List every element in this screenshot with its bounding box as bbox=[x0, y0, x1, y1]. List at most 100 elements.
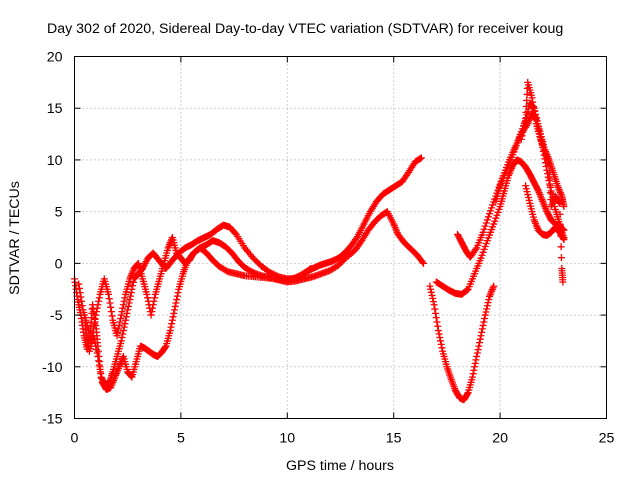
data-point bbox=[76, 289, 84, 297]
data-point bbox=[148, 308, 156, 316]
data-point bbox=[484, 299, 492, 307]
data-point bbox=[556, 221, 564, 229]
data-point bbox=[97, 370, 105, 378]
data-point bbox=[117, 315, 125, 323]
data-points bbox=[71, 78, 568, 404]
data-point bbox=[478, 325, 486, 333]
data-point bbox=[149, 301, 157, 309]
series-track-d bbox=[426, 282, 498, 404]
data-point bbox=[78, 297, 86, 305]
data-point bbox=[118, 333, 126, 341]
series-track-h bbox=[522, 182, 568, 244]
data-point bbox=[474, 346, 482, 354]
data-point bbox=[555, 198, 563, 206]
data-point bbox=[521, 118, 529, 126]
data-point bbox=[434, 322, 442, 330]
data-point bbox=[472, 356, 480, 364]
data-point bbox=[173, 292, 181, 300]
data-point bbox=[428, 291, 436, 299]
x-tick-label: 10 bbox=[279, 431, 295, 447]
data-point bbox=[124, 302, 132, 310]
data-point bbox=[530, 107, 538, 115]
data-point bbox=[168, 316, 176, 324]
data-point bbox=[129, 278, 137, 286]
y-tick-labels: -15 -10 -5 0 5 10 15 20 bbox=[42, 50, 63, 428]
data-point bbox=[432, 309, 440, 317]
data-point bbox=[476, 335, 484, 343]
data-point bbox=[92, 342, 100, 350]
data-point bbox=[528, 94, 536, 102]
data-point bbox=[144, 294, 152, 302]
data-point bbox=[522, 109, 530, 117]
data-point bbox=[105, 290, 113, 298]
y-tick-label: -5 bbox=[50, 308, 63, 324]
data-point bbox=[429, 298, 437, 306]
data-point bbox=[151, 294, 159, 302]
data-point bbox=[143, 290, 151, 298]
data-point bbox=[523, 96, 531, 104]
data-point bbox=[127, 289, 135, 297]
y-tick-label: 15 bbox=[47, 101, 63, 117]
data-point bbox=[557, 232, 565, 240]
data-point bbox=[147, 311, 155, 319]
data-point bbox=[83, 330, 91, 338]
data-point bbox=[419, 259, 427, 267]
data-point bbox=[117, 311, 125, 319]
data-point bbox=[433, 318, 441, 326]
data-point bbox=[545, 177, 553, 185]
data-point bbox=[478, 328, 486, 336]
data-point bbox=[545, 168, 553, 176]
data-point bbox=[480, 318, 488, 326]
data-point bbox=[119, 327, 127, 335]
data-point bbox=[473, 349, 481, 357]
grid-lines bbox=[74, 56, 607, 419]
data-point bbox=[90, 320, 98, 328]
data-point bbox=[93, 304, 101, 312]
data-point bbox=[547, 187, 555, 195]
data-point bbox=[78, 302, 86, 310]
y-tick-label: 10 bbox=[47, 153, 63, 169]
data-point bbox=[471, 359, 479, 367]
x-tick-label: 20 bbox=[492, 431, 508, 447]
data-point bbox=[95, 294, 103, 302]
data-point bbox=[306, 265, 314, 273]
data-point bbox=[490, 282, 498, 290]
data-point bbox=[482, 308, 490, 316]
data-point bbox=[546, 189, 554, 197]
data-point bbox=[77, 293, 85, 301]
data-point bbox=[108, 312, 116, 320]
data-point bbox=[93, 349, 101, 357]
data-point bbox=[125, 299, 133, 307]
data-point bbox=[556, 210, 564, 218]
data-point bbox=[518, 132, 526, 140]
data-point bbox=[418, 258, 426, 266]
data-point bbox=[352, 234, 360, 242]
data-point bbox=[171, 306, 179, 314]
data-point bbox=[115, 321, 123, 329]
data-point bbox=[95, 297, 103, 305]
x-tick-label: 5 bbox=[177, 431, 185, 447]
data-point bbox=[520, 121, 528, 129]
data-point bbox=[92, 346, 100, 354]
data-point bbox=[150, 297, 158, 305]
data-point bbox=[560, 236, 568, 244]
data-point bbox=[436, 333, 444, 341]
data-point bbox=[123, 309, 131, 317]
series-track-c bbox=[81, 244, 315, 394]
data-point bbox=[97, 374, 105, 382]
data-point bbox=[120, 297, 128, 305]
data-point bbox=[105, 295, 113, 303]
data-point bbox=[475, 342, 483, 350]
data-point bbox=[307, 265, 315, 273]
series-track-e bbox=[432, 156, 568, 298]
data-point bbox=[94, 301, 102, 309]
data-point bbox=[556, 199, 564, 207]
data-point bbox=[523, 90, 531, 98]
data-point bbox=[107, 308, 115, 316]
data-point bbox=[113, 332, 121, 340]
data-point bbox=[129, 282, 137, 290]
data-point bbox=[429, 295, 437, 303]
data-point bbox=[479, 228, 487, 236]
x-tick-labels: 0 5 10 15 20 25 bbox=[71, 431, 615, 447]
data-point bbox=[481, 222, 489, 230]
